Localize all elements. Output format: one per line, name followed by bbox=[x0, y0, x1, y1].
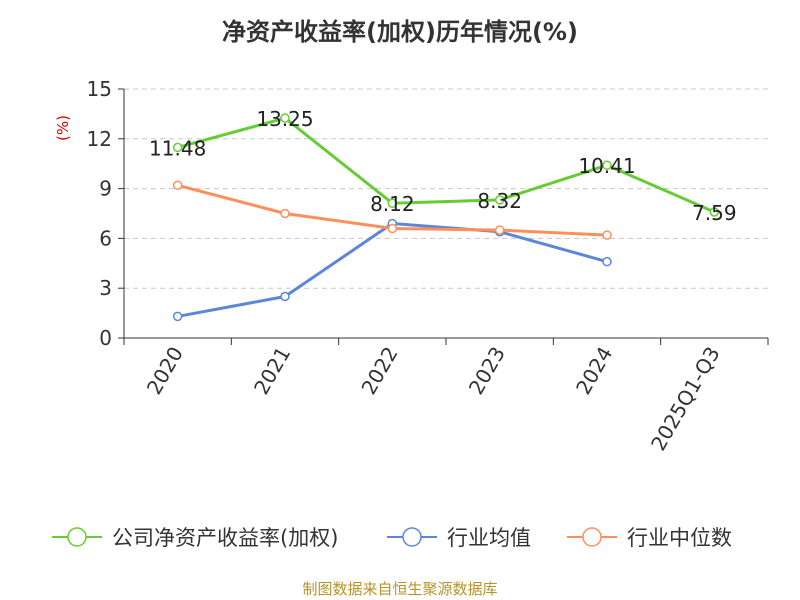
y-tick-label: 9 bbox=[99, 177, 112, 201]
data-point bbox=[602, 160, 612, 170]
data-point bbox=[387, 223, 398, 234]
x-tick-label: 2025Q1-Q3 bbox=[646, 343, 725, 455]
data-point bbox=[280, 113, 290, 123]
chart-title: 净资产收益率(加权)历年情况(%) bbox=[222, 18, 578, 46]
legend-swatch-marker bbox=[582, 527, 602, 547]
x-tick-label: 2021 bbox=[249, 343, 295, 399]
y-tick-label: 12 bbox=[87, 127, 112, 151]
data-point bbox=[494, 195, 505, 205]
x-tick-label: 2024 bbox=[571, 343, 617, 399]
legend-label: 行业均值 bbox=[447, 526, 531, 550]
gridlines bbox=[124, 88, 768, 289]
data-point bbox=[602, 230, 612, 240]
legend: 公司净资产收益率(加权) 行业均值 行业中位数 bbox=[52, 526, 732, 550]
data-point bbox=[494, 225, 505, 235]
data-point bbox=[172, 180, 183, 191]
y-axis-label: (%) bbox=[54, 115, 72, 141]
legend-label: 行业中位数 bbox=[627, 526, 732, 550]
x-tick-label: 2023 bbox=[464, 342, 510, 398]
legend-swatch-marker bbox=[67, 527, 87, 547]
y-tick-label: 6 bbox=[99, 226, 112, 250]
x-tick-label: 2020 bbox=[142, 343, 188, 399]
data-label: 8.32 bbox=[477, 189, 522, 213]
legend-swatch-marker bbox=[402, 527, 422, 547]
data-labels: 11.48 13.25 8.12 8.32 10.41 7.59 bbox=[149, 107, 737, 225]
series-line bbox=[177, 116, 715, 214]
data-point bbox=[280, 208, 290, 219]
data-point bbox=[602, 256, 612, 267]
data-label: 8.12 bbox=[370, 192, 415, 216]
legend-label: 公司净资产收益率(加权) bbox=[112, 526, 338, 550]
data-label: 11.48 bbox=[149, 136, 206, 160]
data-point bbox=[280, 291, 290, 302]
series-line bbox=[177, 221, 608, 318]
y-tick-label: 0 bbox=[99, 326, 112, 350]
data-point bbox=[709, 207, 720, 217]
data-label: 13.25 bbox=[256, 107, 313, 131]
data-point bbox=[172, 311, 183, 322]
data-point bbox=[387, 198, 398, 208]
data-label: 10.41 bbox=[578, 154, 635, 178]
axes: 0 3 6 9 12 15 2020 2021 2022 2023 2024 2025Q1-Q3 (%) bbox=[54, 77, 769, 455]
y-tick-label: 3 bbox=[99, 276, 112, 300]
source-footer: 制图数据来自恒生聚源数据库 bbox=[302, 580, 498, 598]
y-tick-label: 15 bbox=[87, 77, 112, 101]
series bbox=[172, 113, 720, 322]
data-label: 7.59 bbox=[692, 201, 737, 225]
data-point bbox=[172, 142, 183, 153]
x-tick-label: 2022 bbox=[356, 343, 402, 399]
